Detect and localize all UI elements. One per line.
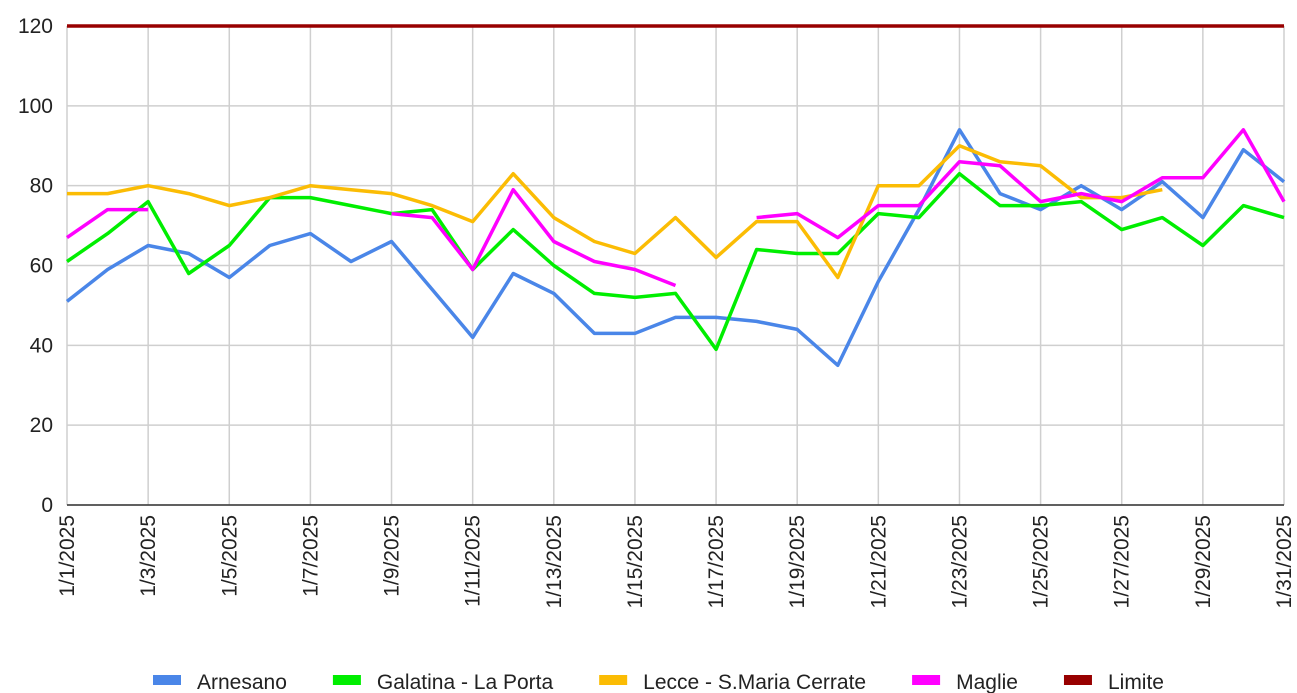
x-tick-label: 1/21/2025 [867,515,890,608]
x-tick-label: 1/19/2025 [786,515,809,608]
x-tick-label: 1/27/2025 [1111,515,1134,608]
x-tick-label: 1/3/2025 [137,515,160,597]
x-tick-label: 1/13/2025 [543,515,566,608]
legend-label: Galatina - La Porta [377,671,554,693]
x-tick-label: 1/31/2025 [1273,515,1296,608]
x-tick-label: 1/11/2025 [462,515,485,607]
legend-label: Limite [1108,671,1164,693]
legend-swatch [1063,675,1092,685]
y-tick-label: 0 [41,494,53,517]
x-tick-label: 1/29/2025 [1192,515,1215,608]
y-tick-label: 100 [18,95,53,118]
line-series [65,128,1286,368]
x-tick-label: 1/9/2025 [381,515,404,597]
y-tick-label: 20 [30,414,53,437]
x-tick-label: 1/5/2025 [218,515,241,597]
x-tick-label: 1/23/2025 [948,515,971,608]
legend: Arnesano Galatina - La Porta Lecce - S.Mar… [153,671,1164,693]
x-tick-label: 1/1/2025 [56,515,79,597]
y-tick-label: 120 [18,15,53,38]
legend-swatch [332,675,361,685]
x-tick-label: 1/7/2025 [299,515,322,597]
legend-swatch [599,675,628,685]
x-tick-label: 1/15/2025 [624,515,647,608]
y-tick-label: 80 [30,175,53,198]
y-tick-label: 60 [30,255,53,278]
legend-label: Arnesano [197,671,287,693]
legend-swatch [153,675,181,685]
y-tick-label: 40 [30,334,53,357]
line-series [66,128,1286,288]
x-tick-label: 1/17/2025 [705,515,728,608]
line-series [67,144,1163,280]
legend-label: Maglie [956,671,1018,693]
legend-label: Lecce - S.Maria Cerrate [643,671,866,693]
x-tick-label: 1/25/2025 [1030,515,1053,608]
legend-swatch [912,675,941,685]
